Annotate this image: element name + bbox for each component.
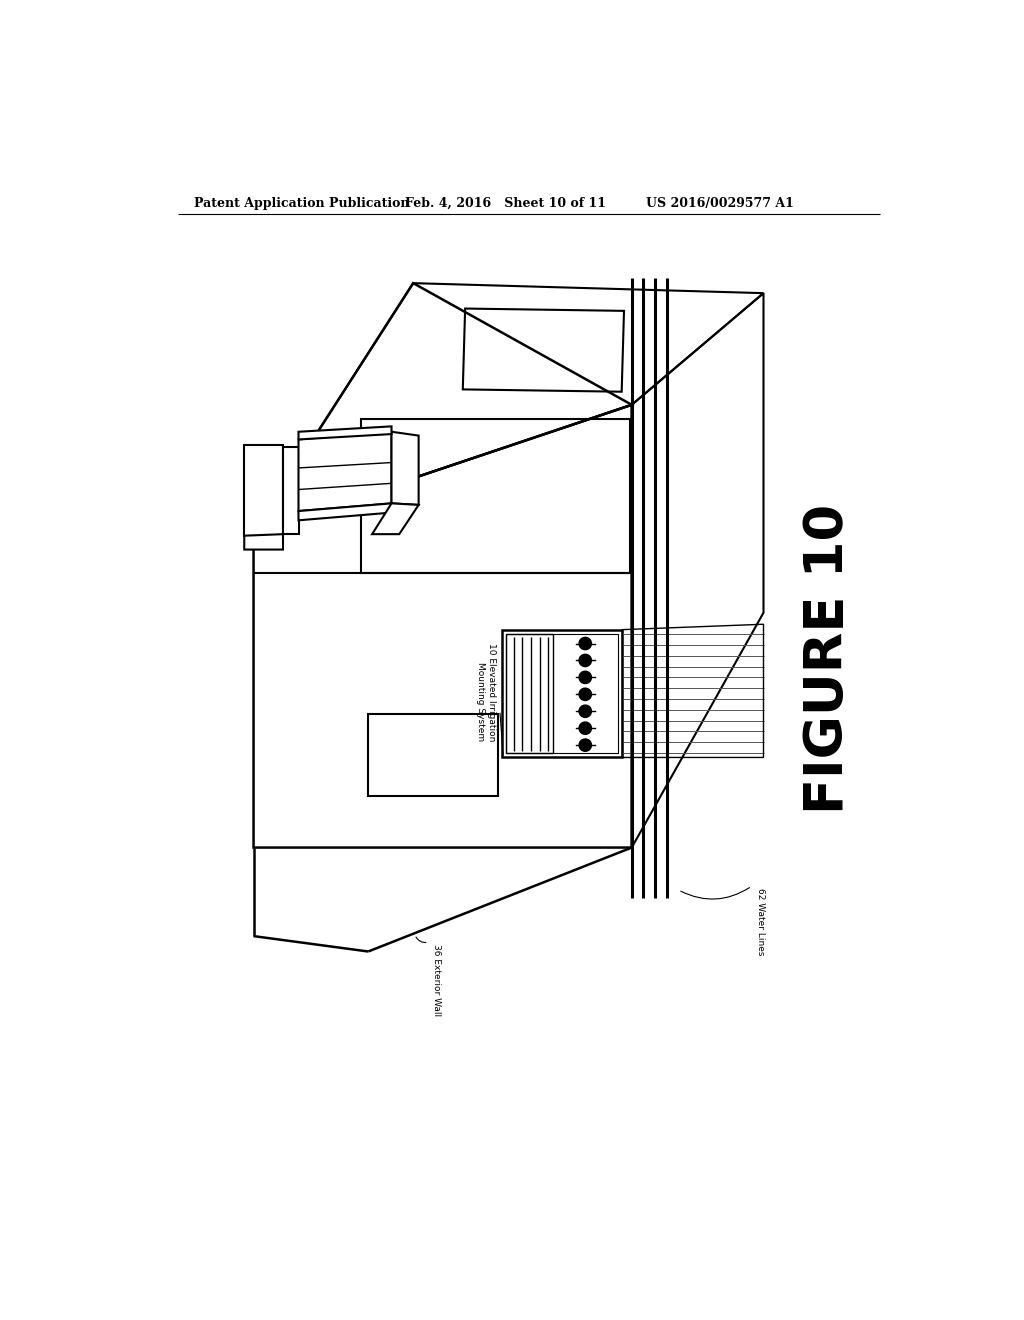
Polygon shape xyxy=(283,447,299,535)
Circle shape xyxy=(579,672,592,684)
Polygon shape xyxy=(391,432,419,506)
Circle shape xyxy=(579,722,592,734)
Text: FIGURE 10: FIGURE 10 xyxy=(802,504,854,814)
Polygon shape xyxy=(506,635,617,752)
Text: 10 Elevated Irrigation
Mounting System: 10 Elevated Irrigation Mounting System xyxy=(476,643,496,742)
Polygon shape xyxy=(372,503,419,535)
Text: Patent Application Publication: Patent Application Publication xyxy=(194,197,410,210)
Circle shape xyxy=(579,655,592,667)
Polygon shape xyxy=(299,503,391,520)
Text: 36 Exterior Wall: 36 Exterior Wall xyxy=(432,944,440,1016)
Circle shape xyxy=(579,705,592,718)
Circle shape xyxy=(579,739,592,751)
Polygon shape xyxy=(299,426,391,440)
Polygon shape xyxy=(245,535,283,549)
Polygon shape xyxy=(299,432,391,511)
Circle shape xyxy=(579,638,592,649)
Polygon shape xyxy=(254,405,632,847)
Text: 62 Water Lines: 62 Water Lines xyxy=(756,888,765,956)
Circle shape xyxy=(579,688,592,701)
Text: US 2016/0029577 A1: US 2016/0029577 A1 xyxy=(646,197,794,210)
Text: Feb. 4, 2016   Sheet 10 of 11: Feb. 4, 2016 Sheet 10 of 11 xyxy=(406,197,606,210)
Polygon shape xyxy=(502,630,623,758)
Polygon shape xyxy=(245,445,283,536)
